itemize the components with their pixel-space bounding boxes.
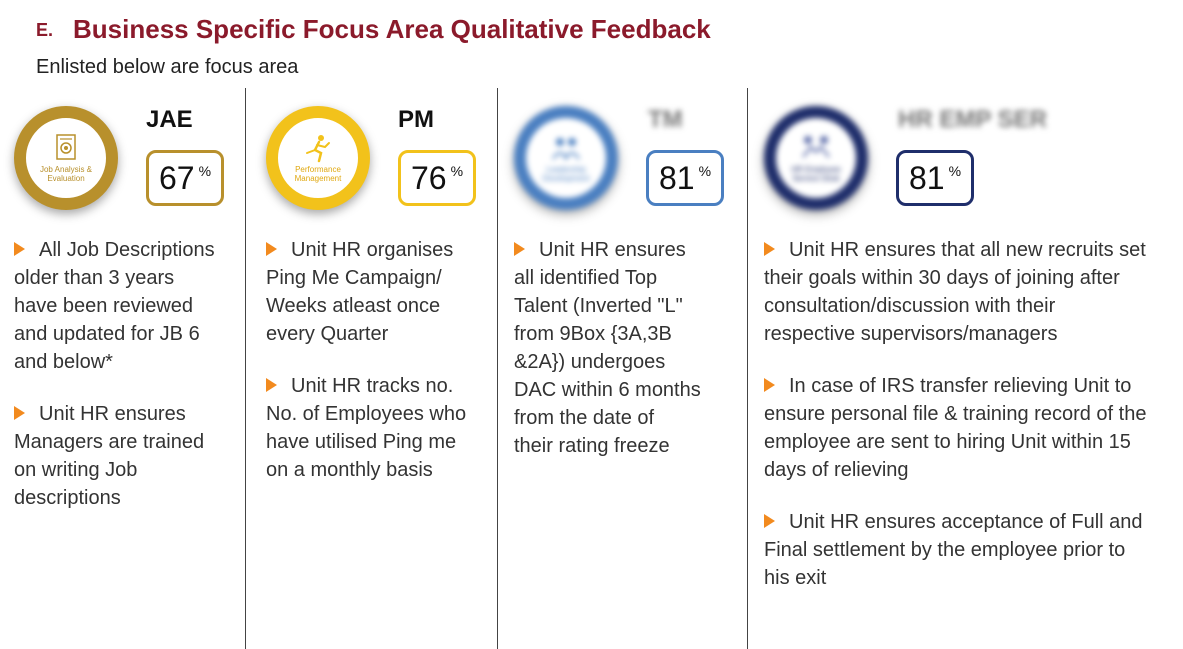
- score-box: 81%: [896, 150, 974, 206]
- bullet-item: In case of IRS transfer relieving Unit t…: [764, 375, 1147, 481]
- focus-area-badge: HR Employee Service Desk: [764, 106, 868, 210]
- focus-area-badge: Job Analysis & Evaluation: [14, 106, 118, 210]
- section-letter: E.: [36, 20, 54, 40]
- arrow-right-icon: [514, 242, 525, 256]
- page-title: E. Business Specific Focus Area Qualitati…: [36, 14, 711, 45]
- bullet-item: Unit HR ensures that all new recruits se…: [764, 239, 1146, 345]
- focus-area-code: TM: [648, 106, 683, 133]
- arrow-right-icon: [14, 242, 25, 256]
- focus-area-code: JAE: [146, 106, 193, 133]
- bullet-list: Unit HR ensures that all new recruits se…: [764, 236, 1179, 616]
- focus-area-badge: Performance Management: [266, 106, 370, 210]
- badge-label: Job Analysis & Evaluation: [39, 165, 93, 183]
- score-unit: %: [948, 163, 962, 179]
- focus-area-hr-emp-ser: HR Employee Service Desk HR EMP SER 81% …: [748, 88, 1183, 649]
- focus-area-badge: Leadership Development: [514, 106, 618, 210]
- score-value: 76: [410, 159, 447, 196]
- score-unit: %: [198, 163, 212, 179]
- score-value: 67: [158, 159, 195, 196]
- runner-icon: [306, 135, 330, 163]
- arrow-right-icon: [266, 378, 277, 392]
- arrow-right-icon: [764, 514, 775, 528]
- column-divider: [245, 88, 246, 649]
- score-box: 76%: [398, 150, 476, 206]
- focus-area-pm: Performance Management PM 76% Unit HR or…: [246, 88, 497, 649]
- bullet-item: All Job Descriptions older than 3 years ha…: [14, 239, 215, 373]
- bullet-item: Unit HR tracks no. No. of Employees who ha…: [266, 375, 467, 481]
- arrow-right-icon: [764, 242, 775, 256]
- score-box: 67%: [146, 150, 224, 206]
- score-value: 81: [658, 159, 695, 196]
- focus-area-jae: Job Analysis & Evaluation JAE 67% All Jo…: [0, 88, 245, 649]
- score-box: 81%: [646, 150, 724, 206]
- handshake-icon: [802, 136, 830, 158]
- bullet-item: Unit HR ensures Managers are trained on wr…: [14, 403, 205, 509]
- score-unit: %: [698, 163, 712, 179]
- column-divider: [747, 88, 748, 649]
- section-title: Business Specific Focus Area Qualitative…: [73, 14, 711, 44]
- bullet-item: Unit HR ensures all identified Top Talent …: [514, 239, 701, 457]
- bullet-item: Unit HR ensures acceptance of Full and Fi…: [764, 511, 1143, 589]
- arrow-right-icon: [764, 378, 775, 392]
- bullet-list: All Job Descriptions older than 3 years ha…: [14, 236, 239, 536]
- score-unit: %: [450, 163, 464, 179]
- document-gear-icon: [56, 134, 76, 160]
- bullet-list: Unit HR ensures all identified Top Talent …: [514, 236, 744, 484]
- badge-label: Performance Management: [294, 165, 342, 183]
- bullet-item: Unit HR organises Ping Me Campaign/Weeks …: [266, 239, 454, 345]
- column-divider: [497, 88, 498, 649]
- focus-area-code: PM: [398, 106, 434, 133]
- bullet-list: Unit HR organises Ping Me Campaign/Weeks …: [266, 236, 494, 508]
- score-value: 81: [908, 159, 945, 196]
- badge-label: Leadership Development: [542, 165, 590, 183]
- arrow-right-icon: [14, 406, 25, 420]
- arrow-right-icon: [266, 242, 277, 256]
- page-subtitle: Enlisted below are focus area: [36, 56, 299, 78]
- badge-label: HR Employee Service Desk: [791, 165, 841, 183]
- focus-area-tm: Leadership Development TM 81% Unit HR en…: [498, 88, 747, 649]
- focus-area-code: HR EMP SER: [898, 106, 1047, 133]
- people-icon: [552, 138, 580, 160]
